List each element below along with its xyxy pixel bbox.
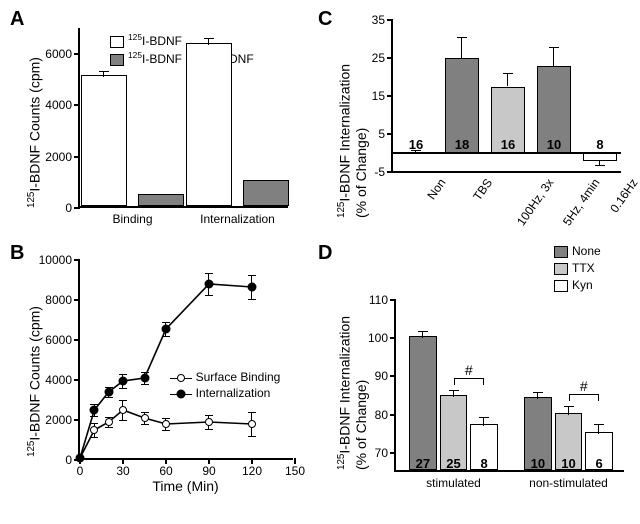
bar-n: 18: [455, 137, 469, 152]
data-point: [248, 420, 256, 428]
bar-n: 10: [547, 137, 561, 152]
bar-n: 16: [409, 137, 423, 152]
bar-n: 25: [446, 456, 460, 471]
bar: [138, 194, 184, 206]
panel-b-xlabel: Time (Min): [78, 478, 293, 494]
data-point: [119, 406, 127, 414]
data-point: [141, 414, 149, 422]
panel-a-plot: 0200040006000125I-BDNF125I-BDNF + cold B…: [78, 28, 288, 208]
data-point: [90, 426, 98, 434]
data-point: [119, 377, 128, 386]
bar: [409, 336, 437, 470]
legend-item: Internalization: [170, 386, 270, 400]
panel-b-label: B: [10, 242, 24, 265]
bar: [186, 43, 232, 206]
panel-a-label: A: [10, 8, 24, 31]
panel-d: D 125I-BDNF Internalization(% of Change)…: [316, 242, 636, 512]
data-point: [76, 454, 85, 463]
bar: [399, 152, 434, 154]
panel-c-plot: -5515253516Non18TBS16100Hz, 3x105Hz, 4mi…: [391, 20, 621, 172]
bar-n: 8: [596, 137, 603, 152]
bar-n: 8: [480, 456, 487, 471]
data-point: [90, 406, 99, 415]
bar-n: 6: [595, 456, 602, 471]
bar: [81, 75, 127, 206]
legend-item: 125I-BDNF: [110, 32, 182, 48]
data-point: [248, 283, 257, 292]
panel-c-ylabel: 125I-BDNF Internalization(% of Change): [336, 64, 369, 218]
significance-marker: #: [465, 362, 473, 378]
panel-c-label: C: [318, 8, 332, 31]
bar: [243, 180, 289, 206]
data-point: [162, 325, 171, 334]
panel-c: C 125I-BDNF Internalization(% of Change)…: [316, 8, 636, 238]
panel-b: B 125I-BDNF Counts (cpm) 020004000600080…: [8, 242, 308, 512]
legend-item: Surface Binding: [170, 370, 280, 384]
legend-item: TTX: [554, 261, 595, 275]
bar-n: 27: [416, 456, 430, 471]
data-point: [140, 374, 149, 383]
panel-d-ylabel: 125I-BDNF Internalization(% of Change): [336, 316, 369, 470]
panel-a: A 125I-BDNF Counts (cpm) 020004000600012…: [8, 8, 308, 238]
legend-item: Kyn: [554, 278, 593, 292]
panel-d-plot: 708090100110NoneTTXKynstimulated27258non…: [394, 300, 624, 472]
bar-n: 10: [531, 456, 545, 471]
panel-a-ylabel: 125I-BDNF Counts (cpm): [26, 57, 43, 208]
panel-b-plot: 02000400060008000100000306090120150 Surf…: [78, 260, 293, 460]
bar-n: 10: [561, 456, 575, 471]
legend-item: None: [554, 244, 601, 258]
panel-d-label: D: [318, 242, 332, 265]
panel-b-ylabel: 125I-BDNF Counts (cpm): [26, 306, 43, 457]
data-point: [105, 418, 113, 426]
bar-n: 16: [501, 137, 515, 152]
significance-marker: #: [580, 378, 588, 394]
data-point: [205, 418, 213, 426]
data-point: [104, 388, 113, 397]
bar: [583, 153, 618, 161]
data-point: [205, 280, 214, 289]
data-point: [162, 420, 170, 428]
